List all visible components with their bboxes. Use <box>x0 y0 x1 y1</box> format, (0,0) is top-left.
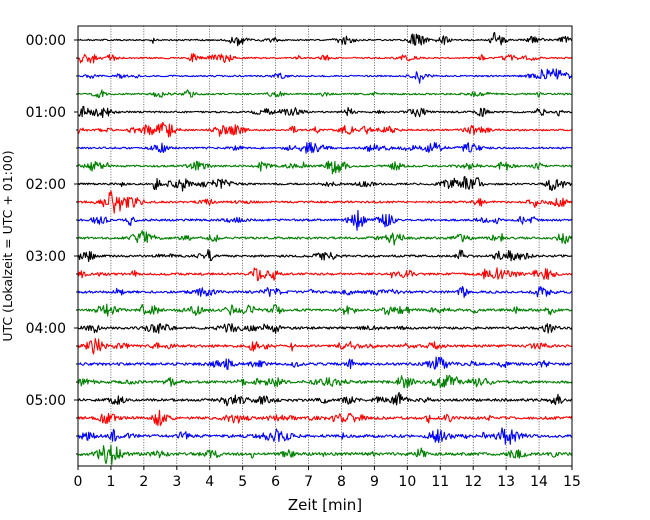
x-tick-label: 13 <box>497 474 515 490</box>
trace-line <box>77 391 573 407</box>
y-tick-label: 03:00 <box>26 249 66 265</box>
trace-line <box>77 175 573 192</box>
trace-line <box>77 303 573 317</box>
y-tick-label: 05:00 <box>26 393 66 409</box>
trace-line <box>77 374 573 389</box>
trace-line <box>77 121 573 138</box>
x-axis: 0 1 2 3 4 5 6 7 8 9 10 11 12 13 14 15 <box>74 466 581 490</box>
trace-line <box>77 267 573 282</box>
x-tick-label: 3 <box>172 474 181 490</box>
trace-line <box>77 356 573 371</box>
x-tick-label: 8 <box>337 474 346 490</box>
trace-line <box>77 190 573 214</box>
x-axis-title: Zeit [min] <box>288 496 362 514</box>
trace-line <box>77 427 573 445</box>
x-tick-label: 0 <box>74 474 83 490</box>
y-tick-label: 00:00 <box>26 33 66 49</box>
trace-line <box>77 444 573 466</box>
y-tick-label: 02:00 <box>26 177 66 193</box>
trace-line <box>77 338 573 355</box>
x-tick-label: 6 <box>271 474 280 490</box>
y-axis-title: UTC (Lokalzeit = UTC + 01:00) <box>0 150 15 341</box>
trace-line <box>77 105 573 119</box>
y-axis: 00:00 01:00 02:00 03:00 04:00 05:00 <box>26 33 78 455</box>
trace-line <box>77 409 573 427</box>
x-tick-label: 2 <box>139 474 148 490</box>
trace-line <box>77 323 573 334</box>
vertical-grid <box>110 26 540 466</box>
trace-line <box>77 230 573 246</box>
x-tick-label: 9 <box>370 474 379 490</box>
trace-line <box>77 160 573 175</box>
y-tick-label: 01:00 <box>26 105 66 121</box>
trace-line <box>77 89 573 99</box>
plot-area-background <box>78 26 572 466</box>
x-tick-label: 1 <box>106 474 115 490</box>
x-tick-label: 15 <box>563 474 581 490</box>
x-tick-label: 10 <box>398 474 416 490</box>
trace-line <box>77 209 573 231</box>
y-tick-label: 04:00 <box>26 321 66 337</box>
trace-line <box>77 68 573 84</box>
x-tick-label: 11 <box>431 474 449 490</box>
x-tick-label: 14 <box>530 474 548 490</box>
trace-line <box>77 141 573 154</box>
trace-line <box>77 248 573 263</box>
x-tick-label: 4 <box>205 474 214 490</box>
trace-line <box>77 53 573 64</box>
x-tick-label: 7 <box>304 474 313 490</box>
x-tick-label: 5 <box>238 474 247 490</box>
trace-line <box>77 31 573 47</box>
plot-frame <box>77 25 573 467</box>
x-tick-label: 12 <box>464 474 482 490</box>
seismic-traces <box>77 31 573 466</box>
trace-line <box>77 285 573 298</box>
